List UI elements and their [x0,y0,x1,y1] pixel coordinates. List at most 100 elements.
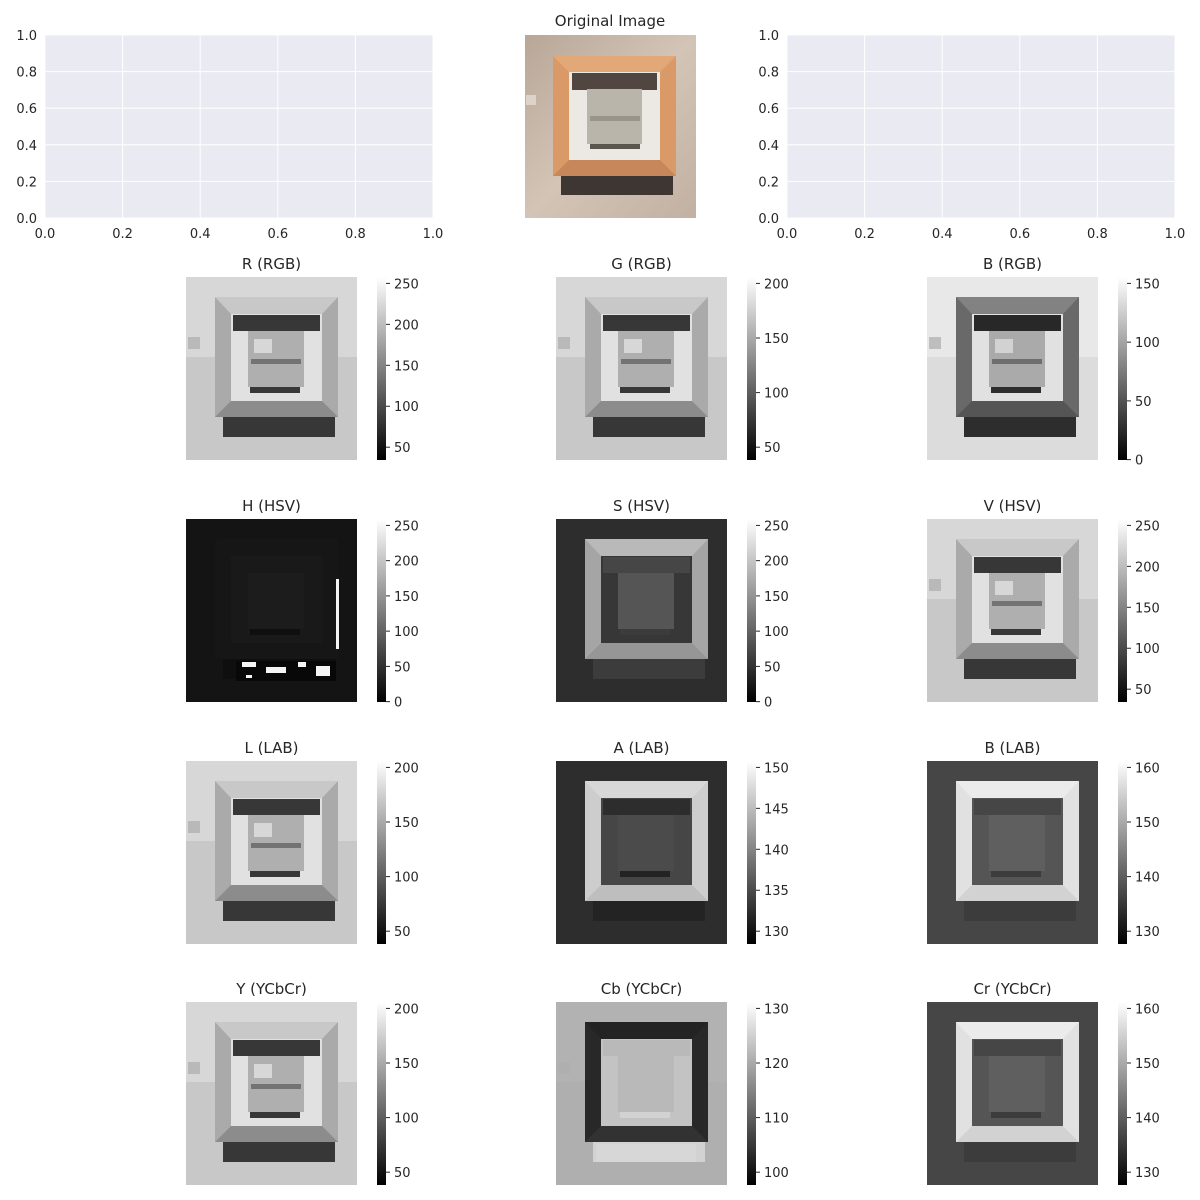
colorbar [747,1002,756,1185]
colorbar-tick-label: 150 [1135,601,1160,616]
colorbar-tick-label: 100 [764,1166,789,1181]
colorbar [377,1002,386,1185]
mat-top-shadow [974,799,1061,815]
channel-panel: S (HSV) 250 200 150 100 50 0 [556,497,789,711]
channel-panel: V (HSV) 250 200 150 100 50 [927,497,1160,702]
channel-panel: R (RGB) 250 200 150 100 50 [186,255,419,460]
channel-title: H (HSV) [242,497,301,515]
channel-title: L (LAB) [244,739,298,757]
wall-label [558,1062,570,1074]
x-tick-label: 0.8 [1087,227,1108,242]
frame-shadow [593,657,705,679]
painting-shadow [991,871,1041,877]
colorbar-tick-label: 100 [1135,336,1160,351]
colorbar-tick-label: 0 [1135,454,1143,469]
colorbar-tick-label: 50 [1135,683,1152,698]
frame-bottom-bevel [215,643,338,659]
colorbar-tick-label: 50 [1135,395,1152,410]
frame-top-bevel [956,539,1079,556]
frame-bottom-bevel [215,885,338,901]
colorbar-tick-label: 120 [764,1057,789,1072]
colorbar [1118,1002,1127,1185]
colorbar-tick-label: 150 [764,590,789,605]
channel-title: R (RGB) [242,255,301,273]
x-tick-label: 0.6 [1009,227,1030,242]
cb-bottom-band [596,1144,696,1162]
painting-highlight [254,823,272,837]
x-tick-label: 0.2 [854,227,875,242]
frame-shadow [593,415,705,437]
painting-shadow [590,144,640,149]
painting [618,815,674,871]
channel-title: Y (YCbCr) [235,980,307,998]
frame-bottom-bevel [585,885,708,901]
mat-top-shadow [974,315,1061,331]
colorbar [1118,761,1127,944]
painting-detail [251,1084,301,1089]
channel-image [556,1002,727,1185]
colorbar-tick-label: 200 [764,555,789,570]
painting-shadow [250,871,300,877]
wall-label [188,579,200,591]
channel-image [186,519,357,702]
y-tick-label: 0.6 [758,102,779,117]
painting-shadow [620,871,670,877]
hue-noise [242,662,256,667]
x-tick-label: 1.0 [423,227,444,242]
colorbar-tick-label: 160 [1135,1002,1160,1017]
x-tick-label: 0.4 [190,227,211,242]
frame-shadow [561,175,673,195]
channel-panel: Cr (YCbCr) 160 150 140 130 [927,980,1160,1185]
colorbar-tick-label: 100 [394,625,419,640]
frame-bottom-bevel [585,1126,708,1142]
mat-top-shadow [603,315,690,331]
colorbar-tick-label: 50 [394,660,411,675]
colorbar-tick-label: 200 [764,277,789,292]
colorbar-tick-label: 150 [394,359,419,374]
colorbar-tick-label: 100 [394,400,419,415]
colorbar-tick-label: 145 [764,802,789,817]
y-tick-label: 0.0 [758,212,779,227]
colorbar-tick-label: 100 [394,1112,419,1127]
colorbar [747,519,756,702]
channel-image [556,277,727,460]
channel-image [556,519,727,702]
colorbar-tick-label: 0 [394,696,402,711]
axes-background [45,35,433,218]
mat-top-shadow [974,557,1061,573]
x-tick-label: 0.8 [345,227,366,242]
frame-top-bevel [585,297,708,314]
painting-shadow [620,1112,670,1118]
wall-label [526,95,536,105]
channel-image [556,761,727,944]
painting-shadow [991,629,1041,635]
frame-top-bevel [585,1022,708,1039]
painting [618,573,674,629]
colorbar-tick-label: 130 [764,925,789,940]
channel-image [927,519,1098,702]
painting [989,1056,1045,1112]
colorbar [747,277,756,460]
y-tick-label: 0.4 [16,139,37,154]
x-tick-label: 1.0 [1165,227,1186,242]
colorbar-tick-label: 130 [1135,1166,1160,1181]
channel-image [927,761,1098,944]
y-tick-label: 0.4 [758,139,779,154]
frame-bottom-bevel [956,1126,1079,1142]
frame-top-bevel [956,1022,1079,1039]
hue-noise [298,662,306,667]
painting-shadow [250,629,300,635]
channel-image [186,1002,357,1185]
painting-shadow [991,387,1041,393]
colorbar-tick-label: 140 [1135,1112,1160,1127]
colorbar [377,761,386,944]
colorbar-tick-label: 250 [394,277,419,292]
wall-label [929,821,941,833]
colorbar-tick-label: 150 [394,1057,419,1072]
colorbar [377,277,386,460]
colorbar-tick-label: 100 [1135,642,1160,657]
wall-label [188,1062,200,1074]
colorbar-tick-label: 100 [764,387,789,402]
frame-top-bevel [956,781,1079,798]
